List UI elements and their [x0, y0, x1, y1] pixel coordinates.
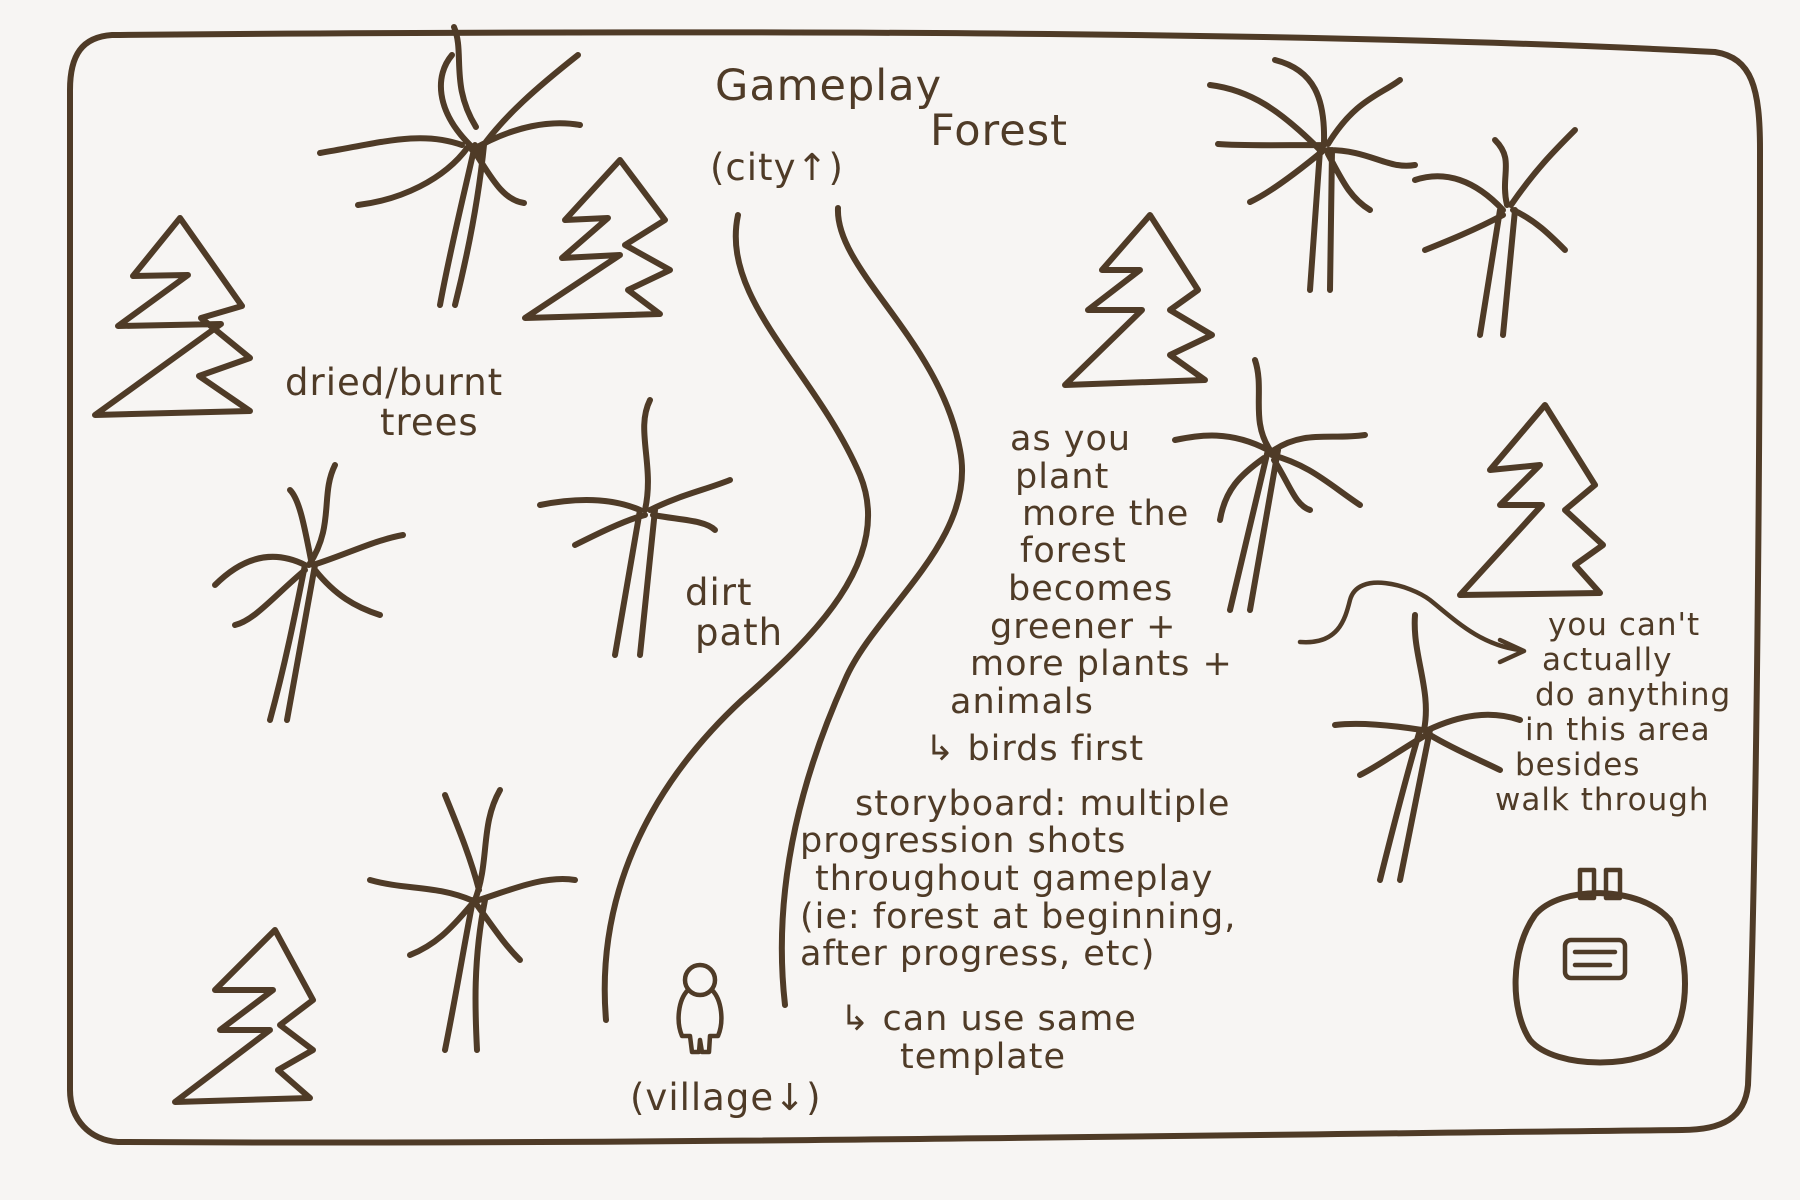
dirt-path-left-edge [601, 212, 872, 1023]
dirt-path-label-line-1: dirt [685, 571, 753, 614]
dead-palm-tree-icon [212, 462, 406, 723]
curved-arrow-icon [1297, 580, 1527, 665]
backpack-icon [1512, 867, 1688, 1066]
title-line-1: Gameplay [715, 61, 942, 111]
birds-first-note: ↳ birds first [925, 729, 1144, 769]
player-figure-icon [676, 962, 724, 1055]
dead-palm-tree-icon [1412, 127, 1578, 338]
growth-note-line-7: more plants + [970, 644, 1233, 684]
growth-note-line-2: plant [1015, 457, 1109, 497]
area-note-line-2: actually [1542, 642, 1672, 678]
area-note-line-5: besides [1515, 747, 1640, 783]
dried-trees-label-line-1: dried/burnt [285, 361, 503, 404]
storyboard-note-line-3: throughout gameplay [815, 859, 1213, 899]
growth-note-line-1: as you [1010, 419, 1131, 459]
dead-palm-tree-icon [1332, 612, 1523, 883]
dead-palm-tree-icon [317, 24, 583, 308]
template-note-line-1: ↳ can use same [840, 999, 1137, 1039]
growth-note-line-4: forest [1020, 531, 1127, 571]
growth-note-line-5: becomes [1008, 569, 1173, 609]
template-note-line-2: template [900, 1037, 1066, 1077]
dirt-path-right-edge [778, 205, 965, 1008]
growth-note-line-3: more the [1022, 494, 1189, 534]
storyboard-note-line-1: storyboard: multiple [855, 784, 1230, 824]
city-direction-label: (city↑) [710, 146, 844, 189]
pine-tree-icon [172, 927, 316, 1105]
dirt-path-label-line-2: path [695, 611, 783, 654]
area-note-line-3: do anything [1535, 677, 1731, 713]
pine-tree-icon [522, 157, 673, 321]
diagram-annotations: Gameplay Forest (city↑) (village↓) dried… [285, 61, 1731, 1119]
area-note-line-4: in this area [1525, 712, 1711, 748]
dried-trees-label-line-2: trees [380, 401, 479, 444]
dead-palm-tree-icon [367, 787, 578, 1053]
growth-note-line-6: greener + [990, 607, 1176, 647]
dead-palm-tree-icon [1172, 357, 1368, 613]
storyboard-note-line-2: progression shots [800, 821, 1126, 861]
growth-note-line-8: animals [950, 682, 1094, 722]
pine-tree-icon [1457, 402, 1606, 598]
title-line-2: Forest [930, 106, 1068, 156]
dead-palm-tree-icon [537, 397, 733, 658]
area-note-line-1: you can't [1548, 607, 1700, 643]
pine-tree-icon [1062, 212, 1215, 388]
storyboard-note-line-4: (ie: forest at beginning, [800, 897, 1236, 937]
area-note-line-6: walk through [1495, 782, 1710, 818]
storyboard-note-line-5: after progress, etc) [800, 934, 1155, 974]
pine-tree-icon [92, 215, 253, 418]
map-border [67, 29, 1763, 1146]
dead-palm-tree-icon [1207, 57, 1418, 293]
village-direction-label: (village↓) [630, 1076, 822, 1119]
